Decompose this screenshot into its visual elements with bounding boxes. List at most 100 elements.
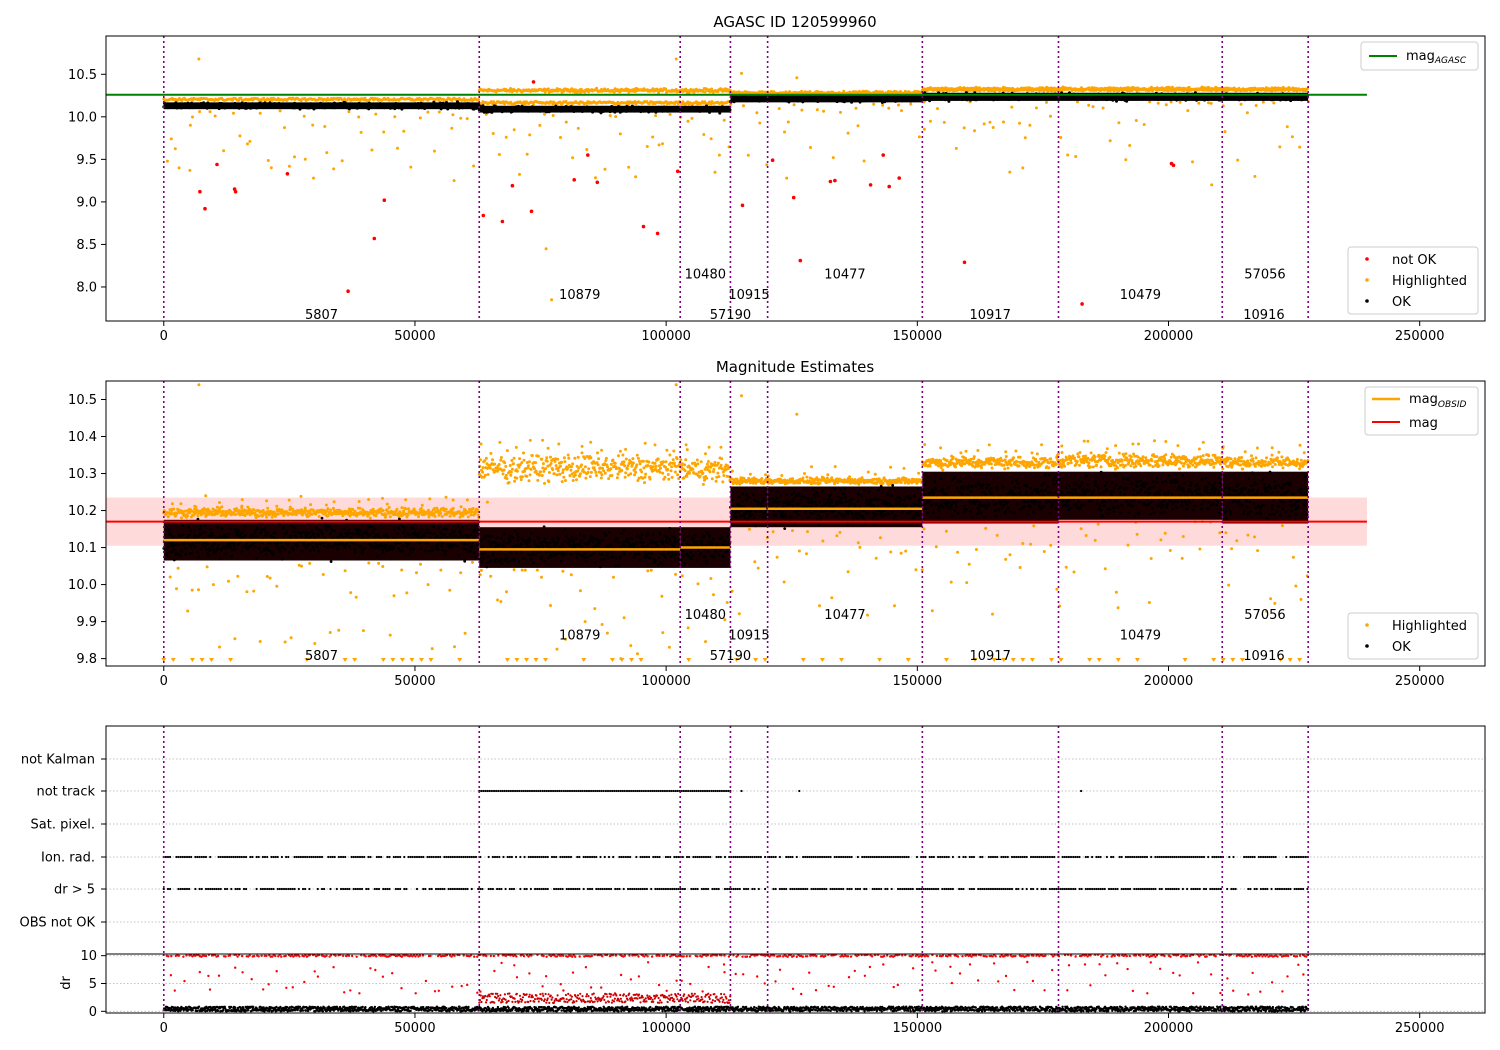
ok-points-2-4 (766, 484, 924, 530)
legend-not-ok-marker (1365, 257, 1369, 261)
legend-status-1-box (1347, 246, 1479, 315)
obsid-label-2-6: 10917 (969, 649, 1010, 664)
legend-ok-label-1: OK (1392, 295, 1411, 310)
x-tick-label-1-4: 200000 (1144, 674, 1194, 689)
legend-mag: magOBSID mag (1364, 386, 1479, 436)
dr-high-points (165, 954, 1309, 996)
legend-agasc-box (1360, 41, 1479, 71)
x-tick-label-3-1: 50000 (394, 1021, 435, 1036)
y-tick-label-1-3: 10.1 (68, 541, 97, 556)
y-tick-label-3-1: 5 (89, 977, 97, 992)
obsid-label-2-3: 57190 (710, 649, 751, 664)
ok-points-1-1 (477, 104, 732, 115)
y-tick-label-1-5: 10.3 (68, 467, 97, 482)
x-tick-label-0-3: 150000 (893, 329, 943, 344)
obsid-label-1-1: 10879 (559, 288, 600, 303)
legend-mag-label: mag (1409, 416, 1438, 431)
chart-title-1: AGASC ID 120599960 (713, 13, 876, 31)
plot-frame-2 (105, 380, 1486, 667)
y-tick-label-0-1: 8.5 (76, 238, 97, 253)
obsid-label-2-4: 10915 (728, 629, 769, 644)
x-tick-label-1-1: 50000 (394, 674, 435, 689)
flag-label-3: Ion. rad. (41, 851, 95, 866)
x-tick-label-0-4: 200000 (1144, 329, 1194, 344)
y-tick-label-0-3: 9.5 (76, 153, 97, 168)
obsid-label-1-7: 10479 (1120, 288, 1161, 303)
legend-not-ok-label: not OK (1392, 253, 1437, 268)
obsid-label-2-1: 10879 (559, 629, 600, 644)
x-tick-label-0-5: 250000 (1395, 329, 1445, 344)
panel-flags: not Kalman not track Sat. pixel. Ion. rad. d… (20, 725, 1486, 955)
flag-label-5: OBS not OK (20, 916, 96, 931)
ok-points-2-6 (1057, 470, 1224, 519)
x-tick-label-3-2: 100000 (641, 1021, 691, 1036)
obsid-label-1-6: 10917 (969, 308, 1010, 323)
legend-status-1: not OK Highlighted OK (1347, 246, 1479, 315)
y-tick-label-0-5: 10.5 (68, 68, 97, 83)
obsid-label-1-4: 10915 (728, 288, 769, 303)
y-tick-label-1-6: 10.4 (68, 430, 97, 445)
obsid-label-2-2: 10480 (685, 608, 726, 623)
flag-points-3 (162, 855, 1309, 859)
x-tick-label-0-2: 100000 (641, 329, 691, 344)
y-tick-label-3-0: 0 (89, 1005, 97, 1020)
y-tick-label-1-7: 10.5 (68, 393, 97, 408)
legend-highlighted-marker-1 (1365, 278, 1369, 282)
obsid-label-1-8: 57056 (1244, 267, 1285, 282)
obsid-label-2-9: 10916 (1243, 649, 1284, 664)
y-tick-label-1-0: 9.8 (76, 652, 97, 667)
ok-points-2-0 (162, 516, 481, 564)
x-tick-label-3-4: 200000 (1144, 1021, 1194, 1036)
x-tick-label-3-0: 0 (160, 1021, 168, 1036)
obsid-label-1-0: 5807 (305, 308, 338, 323)
obsid-label-1-3: 57190 (710, 308, 751, 323)
flag-label-1: not track (36, 785, 95, 800)
obsid-label-1-9: 10916 (1243, 308, 1284, 323)
flag-label-2: Sat. pixel. (31, 818, 95, 833)
flag-points-4 (162, 887, 1309, 891)
x-tick-label-1-3: 150000 (893, 674, 943, 689)
obsid-label-2-5: 10477 (824, 608, 865, 623)
plot-frame-3 (105, 725, 1486, 955)
y-tick-label-0-2: 9.0 (76, 195, 97, 210)
y-tick-label-0-0: 8.0 (76, 280, 97, 295)
legend-highlighted-marker-2 (1365, 623, 1369, 627)
legend-highlighted-label-1: Highlighted (1392, 274, 1467, 289)
dr-ok-points (162, 1005, 1310, 1013)
obsid-label-2-0: 5807 (305, 649, 338, 664)
y-tick-label-1-4: 10.2 (68, 504, 97, 519)
ok-points-1-2 (728, 93, 924, 104)
flag-points-1 (478, 789, 1083, 793)
obsid-label-1-5: 10477 (824, 267, 865, 282)
panel-magnitude-estimates: Magnitude Estimates 0 50000 100000 150000 20… (68, 358, 1486, 689)
ok-points-2-1 (477, 525, 682, 569)
y-tick-label-1-2: 10.0 (68, 578, 97, 593)
legend-ok-marker-2 (1365, 644, 1369, 648)
x-tick-label-1-0: 0 (160, 674, 168, 689)
obsid-label-1-2: 10480 (685, 267, 726, 282)
x-tick-label-0-1: 50000 (394, 329, 435, 344)
flag-label-4: dr > 5 (54, 883, 95, 898)
x-tick-label-1-5: 250000 (1395, 674, 1445, 689)
panel-agasc: AGASC ID 120599960 0 50000 100000 150000 200… (68, 13, 1486, 344)
ok-points-1-0 (162, 100, 481, 111)
highlighted-points-2 (162, 383, 1310, 661)
legend-agasc: magAGASC (1360, 41, 1479, 71)
chart-title-2: Magnitude Estimates (716, 358, 874, 376)
panel-dr: 0 50000 100000 150000 200000 250000 0 5 10 dr (59, 949, 1486, 1036)
x-tick-label-3-5: 250000 (1395, 1021, 1445, 1036)
obsid-label-2-8: 57056 (1244, 608, 1285, 623)
obsid-label-2-7: 10479 (1120, 629, 1161, 644)
x-tick-label-0-0: 0 (160, 329, 168, 344)
x-tick-label-1-2: 100000 (641, 674, 691, 689)
y-tick-label-1-1: 9.9 (76, 615, 97, 630)
y-tick-label-0-4: 10.0 (68, 110, 97, 125)
y-tick-label-3-2: 10 (80, 949, 97, 964)
plot-frame-1 (105, 35, 1486, 322)
legend-highlighted-label-2: Highlighted (1392, 619, 1467, 634)
dr-axis-label: dr (59, 976, 74, 990)
flag-label-0: not Kalman (21, 753, 95, 768)
ok-points-2-7 (1220, 470, 1310, 522)
legend-ok-label-2: OK (1392, 640, 1411, 655)
